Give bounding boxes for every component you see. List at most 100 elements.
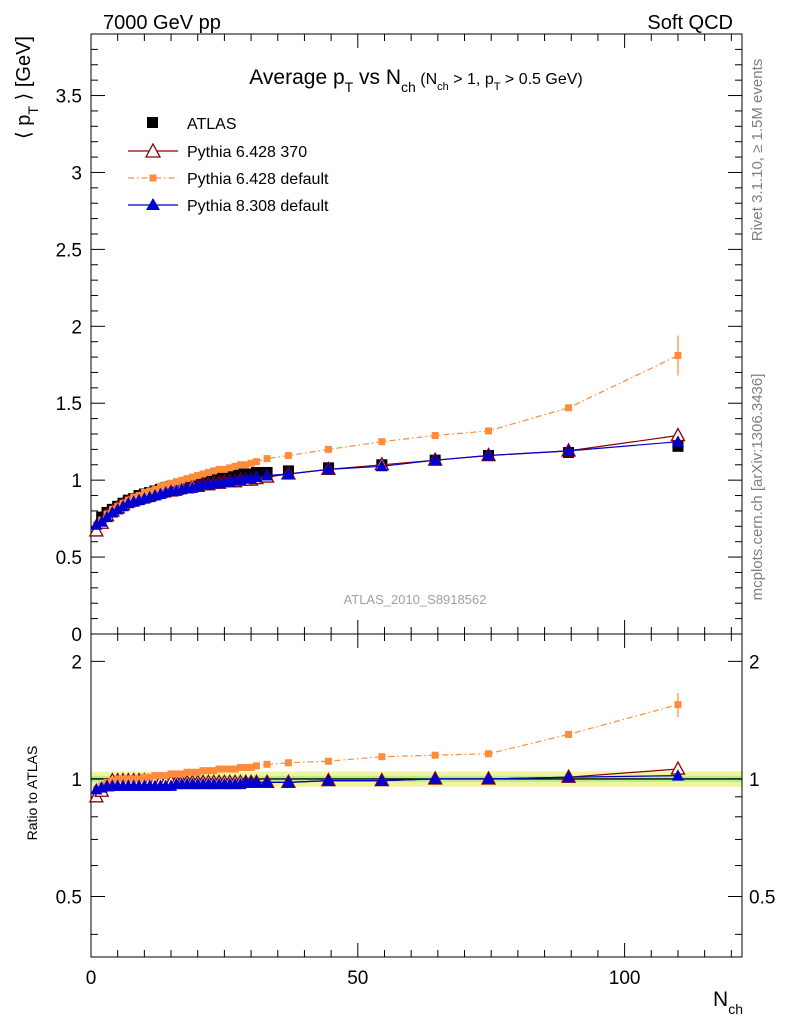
pythia6-default-line [95,354,679,526]
legend-marker-pythia8 [146,198,160,210]
ratio-pythia8-point [429,772,442,784]
ratio-pythia6-default-point [135,775,143,783]
ratio-pythia6-default-point [130,775,138,783]
pythia6-default-point [178,476,186,484]
legend-entry-pythia8: Pythia 8.308 default [128,198,329,215]
pythia8-point [111,502,124,515]
ratio-pythia6-default-point [178,770,186,778]
header-left: 7000 GeV pp [103,12,221,34]
pythia6-default-point [183,475,191,483]
pythia8-point [429,453,442,466]
pythia6-default-point [378,438,386,446]
ratio-y-tick-label-right: 2 [749,652,760,673]
main-y-tick-label: 1 [71,471,82,492]
ratio-plot: 0.5 0.5 1 1 2 2 0 50 100 [56,633,775,989]
pythia6-default-point [194,472,202,480]
ratio-pythia6-default-point [114,775,122,783]
pythia8-point [562,444,575,456]
pythia8-point [117,499,130,512]
ratio-y-tick-label: 2 [71,652,82,673]
ratio-pythia6-default-point [242,763,250,771]
pythia8-point [106,505,119,518]
x-tick-label: 100 [609,968,641,989]
ratio-y-axis-label: Ratio to ATLAS [24,746,40,841]
pythia8-point [375,459,388,472]
ratio-pythia6-default-point [183,768,191,776]
legend: ATLAS Pythia 6.428 370 Pythia 6.428 defa… [128,116,329,215]
ratio-pythia6-default-point [188,768,196,776]
ratio-pythia6-default-point [431,751,439,759]
main-y-tick-label: 2 [71,317,82,338]
ratio-pythia6-default-point [167,770,175,778]
pythia6-default-point [204,468,212,476]
pythia6-default-point [226,464,234,472]
ratio-plot-frame [90,633,743,958]
pythia6-default-point [284,452,292,460]
main-y-tick-label: 3 [71,163,82,184]
main-y-tick-label: 1.5 [56,394,82,415]
pythia6-default-point [210,467,218,475]
ratio-pythia6-default-point [226,765,234,773]
x-tick-label: 50 [347,968,368,989]
main-y-tick-label: 3.5 [56,87,82,108]
pythia8-point [250,470,263,483]
pythia8-point [671,435,684,447]
ratio-pythia6-default-point [204,767,212,775]
ratio-pythia6-default-point [119,775,127,783]
ratio-y-tick-label: 1 [71,770,82,791]
legend-entry-atlas: ATLAS [147,116,237,133]
ratio-pythia6-default-point [247,763,255,771]
pythia8-point [282,467,295,479]
pythia6-default-point [431,432,439,440]
ratio-pythia6-default-point [215,765,223,773]
ratio-pythia6-default-point [146,773,154,781]
pythia6-default-point [247,459,255,467]
main-y-tick-label: 0.5 [56,548,82,569]
legend-label-pythia6-default: Pythia 6.428 default [187,171,329,188]
pythia6-default-point [220,465,228,473]
ratio-pythia6-default-point [124,775,132,783]
pythia6-default-point [565,404,573,412]
series-pythia8 [90,435,684,530]
ratio-pythia6-default-point [252,762,260,770]
legend-marker-pythia6-default [149,174,157,182]
ratio-pythia8-point [671,769,684,781]
legend-label-pythia6-370: Pythia 6.428 370 [187,144,307,161]
ratio-series-pythia6-default [92,692,682,793]
main-y-tick-label: 0 [71,625,82,646]
legend-entry-pythia6-370: Pythia 6.428 370 [128,142,307,161]
ratio-pythia6-default-point [674,701,682,709]
ratio-pythia6-default-point [284,759,292,767]
legend-entry-pythia6-default: Pythia 6.428 default [128,171,329,188]
pythia6-default-point [215,465,223,473]
ratio-pythia6-default-point [210,767,218,775]
ratio-y-tick-label-right: 1 [749,770,760,791]
legend-label-pythia8: Pythia 8.308 default [187,198,329,215]
series-pythia6-default [92,335,682,529]
pythia6-default-point [236,461,244,469]
pythia6-default-point [231,462,239,470]
main-plot: 0 0.5 1 1.5 2 2.5 3 3.5 [56,33,743,646]
legend-marker-atlas [147,117,158,128]
ratio-pythia6-default-point [324,757,332,765]
ratio-pythia6-default-point [162,772,170,780]
main-y-axis-label: ⟨ pT ⟩ [GeV] [13,36,41,139]
ratio-pythia8-point [562,770,575,783]
pythia6-default-point [263,455,271,463]
main-y-tick-label: 2.5 [56,240,82,261]
ratio-pythia8-point [482,772,495,784]
ratio-pythia8-point [261,775,274,788]
pythia6-default-point [156,482,164,490]
ratio-pythia6-default-point [140,773,148,781]
legend-label-atlas: ATLAS [187,116,237,133]
ratio-series-pythia8 [90,769,684,795]
pythia6-default-point [242,461,250,469]
main-title: Average pT vs Nch (Nch > 1, pT > 0.5 GeV… [249,66,582,95]
header-right: Soft QCD [647,12,733,34]
ratio-pythia8-point [250,775,263,788]
pythia6-default-point [674,352,682,360]
pythia8-point [261,469,274,481]
pythia8-point [90,518,103,530]
ratio-pythia6-default-point [236,763,244,771]
